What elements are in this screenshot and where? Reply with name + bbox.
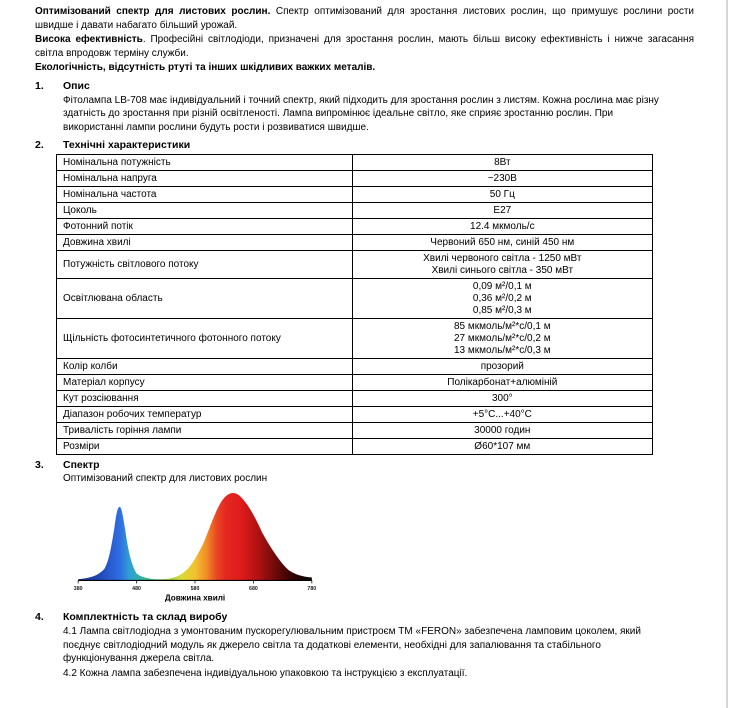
spec-value-cell: 8Вт — [351, 154, 654, 171]
section-spectrum: 3. Спектр Оптимізований спектр для листо… — [35, 459, 694, 605]
spec-value-cell: Ø60*107 мм — [351, 438, 654, 455]
x-tick-label: 380 — [74, 586, 83, 592]
spec-label-cell: Потужність світлового потоку — [56, 250, 353, 279]
intro-rest: . Професійні світлодіоди, призначені для… — [35, 34, 694, 59]
intro-paragraph: Оптимізований спектр для листових рослин… — [35, 5, 694, 32]
table-row: Тривалість горіння лампи 30000 годин — [56, 422, 654, 439]
section-title: Технічні характеристики — [63, 139, 191, 151]
section-body-text: Фітолампа LB-708 має індивідуальний і то… — [63, 94, 659, 133]
spec-value-cell: 85 мкмоль/м²*с/0,1 м 27 мкмоль/м²*с/0,2 м… — [351, 318, 654, 359]
section-number: 4. — [35, 611, 44, 623]
table-row: Фотонний потік 12.4 мкмоль/с — [56, 218, 654, 235]
table-row: Номінальна потужність 8Вт — [56, 154, 654, 171]
spec-value-cell: Хвилі червоного світла - 1250 мВт Хвилі с… — [351, 250, 654, 279]
table-row: Довжина хвилі Червоний 650 нм, синій 450 … — [56, 234, 654, 251]
spec-label-cell: Розміри — [56, 438, 353, 455]
x-axis-ticks: 380 480 580 680 780 — [74, 580, 316, 592]
x-tick-label: 580 — [191, 586, 200, 592]
spec-value-cell: Е27 — [351, 202, 654, 219]
section-number: 2. — [35, 139, 44, 151]
table-row: Діапазон робочих температур +5°C...+40°C — [56, 406, 654, 423]
spec-label-cell: Матеріал корпусу — [56, 374, 353, 391]
section-title: Комплектність та склад виробу — [63, 611, 228, 623]
spec-value-cell: +5°C...+40°C — [351, 406, 654, 423]
spec-label-cell: Щільність фотосинтетичного фотонного пот… — [56, 318, 353, 359]
intro-lead: Екологічність, відсутність ртуті та інши… — [35, 62, 376, 73]
spec-value-cell: 300° — [351, 390, 654, 407]
spec-label-cell: Колір колби — [56, 358, 353, 375]
x-tick-label: 480 — [132, 586, 141, 592]
chart-subtitle: Оптимізований спектр для листових рослин — [63, 473, 268, 484]
spectrum-chart-svg: 380 480 580 680 780 Довжина хвилі — [74, 492, 316, 602]
spec-label-cell: Цоколь — [56, 202, 353, 219]
spec-label-cell: Освітлювана область — [56, 278, 353, 319]
table-row: Номінальна напруга ~230В — [56, 170, 654, 187]
section-specs: 2. Технічні характеристики Номінальна по… — [35, 139, 694, 457]
intro-lead: Висока ефективність — [35, 34, 143, 45]
spec-value-cell: прозорий — [351, 358, 654, 375]
spectrum-chart: 380 480 580 680 780 Довжина хвилі — [72, 487, 318, 605]
spec-value-cell: Червоний 650 нм, синій 450 нм — [351, 234, 654, 251]
table-row: Щільність фотосинтетичного фотонного пот… — [56, 318, 654, 359]
spec-value-cell: Полікарбонат+алюміній — [351, 374, 654, 391]
spec-value-cell: 12.4 мкмоль/с — [351, 218, 654, 235]
intro-paragraph: Висока ефективність. Професійні світлоді… — [35, 33, 694, 60]
section-number: 1. — [35, 79, 44, 92]
intro-block: Оптимізований спектр для листових рослин… — [35, 5, 694, 75]
section-title: Спектр — [63, 459, 100, 471]
spec-table: Номінальна потужність 8Вт Номінальна напру… — [56, 154, 654, 455]
intro-paragraph: Екологічність, відсутність ртуті та інши… — [35, 61, 694, 75]
table-row: Освітлювана область 0,09 м²/0,1 м 0,36 м²/… — [56, 278, 654, 319]
x-tick-label: 780 — [307, 586, 316, 592]
section-package: 4. Комплектність та склад виробу 4.1 Лам… — [35, 611, 694, 680]
table-row: Потужність світлового потоку Хвилі червон… — [56, 250, 654, 279]
table-row: Матеріал корпусу Полікарбонат+алюміній — [56, 374, 654, 391]
section-number: 3. — [35, 459, 44, 471]
spec-label-cell: Фотонний потік — [56, 218, 353, 235]
spec-value-cell: 30000 годин — [351, 422, 654, 439]
section-title: Опис — [63, 79, 90, 92]
x-axis-label: Довжина хвилі — [165, 593, 225, 602]
section-description: 1. Опис Фітолампа LB-708 має індивідуаль… — [35, 80, 694, 135]
table-row: Колір колби прозорий — [56, 358, 654, 375]
table-row: Розміри Ø60*107 мм — [56, 438, 654, 455]
spec-value-cell: 50 Гц — [351, 186, 654, 203]
intro-rest: Спектр оптимізований для зростання листо… — [35, 6, 694, 31]
table-row: Номінальна частота 50 Гц — [56, 186, 654, 203]
spec-label-cell: Кут розсіювання — [56, 390, 353, 407]
table-row: Цоколь Е27 — [56, 202, 654, 219]
spectrum-area — [78, 492, 312, 581]
spec-label-cell: Номінальна частота — [56, 186, 353, 203]
clause-4-1: 4.1 Лампа світлодіодна з умонтованим пус… — [63, 626, 641, 664]
spec-value-cell: 0,09 м²/0,1 м 0,36 м²/0,2 м 0,85 м²/0,3 м — [351, 278, 654, 319]
x-tick-label: 680 — [249, 586, 258, 592]
intro-lead: Оптимізований спектр для листових рослин… — [35, 6, 271, 17]
spec-value-cell: ~230В — [351, 170, 654, 187]
spec-label-cell: Діапазон робочих температур — [56, 406, 353, 423]
spec-label-cell: Тривалість горіння лампи — [56, 422, 353, 439]
spec-label-cell: Довжина хвилі — [56, 234, 353, 251]
table-row: Кут розсіювання 300° — [56, 390, 654, 407]
document-content: Оптимізований спектр для листових рослин… — [35, 5, 694, 680]
spec-label-cell: Номінальна напруга — [56, 170, 353, 187]
clause-4-2: 4.2 Кожна лампа забезпечена індивідуальн… — [63, 667, 468, 679]
page-edge-line — [726, 0, 728, 708]
spec-label-cell: Номінальна потужність — [56, 154, 353, 171]
